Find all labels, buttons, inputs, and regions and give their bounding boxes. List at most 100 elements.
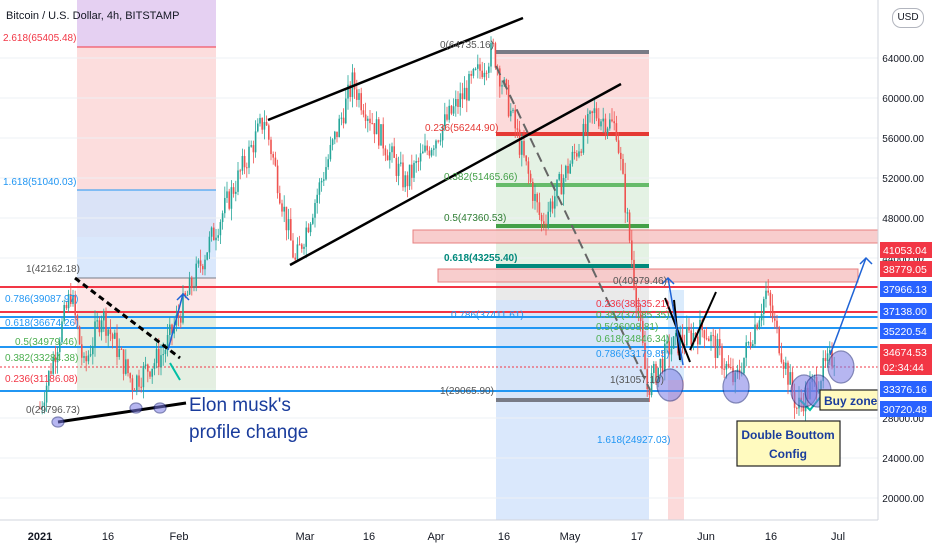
candle-body <box>600 121 602 127</box>
candle-body <box>609 119 611 129</box>
candle-body <box>237 170 239 192</box>
candle-body <box>463 87 466 100</box>
candle-body <box>411 164 413 178</box>
candle-body <box>455 99 457 107</box>
candle-body <box>210 227 213 237</box>
candle-body <box>87 355 90 362</box>
candle-body <box>395 157 398 176</box>
candle-body <box>131 378 134 391</box>
candle-body <box>536 193 538 203</box>
touch-circle <box>51 416 65 428</box>
candle-body <box>461 93 464 100</box>
candle-body <box>111 334 114 339</box>
candle-body <box>754 324 756 345</box>
touch-circle <box>722 370 750 404</box>
candle-body <box>116 332 118 357</box>
candle-body <box>655 363 657 384</box>
candle-body <box>448 105 450 120</box>
x-tick-label: 17 <box>631 531 643 543</box>
candle-body <box>719 339 721 347</box>
candle-body <box>679 334 681 354</box>
y-tick-label: 20000.00 <box>882 494 924 505</box>
candle-body <box>507 84 510 117</box>
fib-zone <box>668 380 684 532</box>
fib-label: 1.618(51040.03) <box>3 177 76 188</box>
candle-body <box>39 408 41 409</box>
candle-body <box>470 73 472 76</box>
currency-button[interactable]: USD <box>892 8 924 28</box>
candle-body <box>204 259 206 270</box>
fib-label: 0.786(39087.97) <box>5 294 78 305</box>
candle-body <box>446 114 448 120</box>
candle-body <box>554 196 556 209</box>
fib-label: 0.5(47360.53) <box>444 213 506 224</box>
candle-body <box>136 375 138 391</box>
candle-body <box>371 123 373 125</box>
candle-body <box>144 364 147 367</box>
price-tag <box>880 381 932 397</box>
candle-body <box>523 141 525 156</box>
candle-body <box>155 348 158 364</box>
candle-body <box>164 349 167 355</box>
candle-body <box>501 85 503 87</box>
candle-body <box>281 203 283 212</box>
candle-body <box>710 335 712 342</box>
annotation-double-bottom: Double Bouttom <box>741 428 834 442</box>
candle-body <box>694 332 697 337</box>
candle-body <box>259 117 261 124</box>
candle-body <box>578 151 580 157</box>
annotation-box <box>736 420 841 467</box>
candle-body <box>208 236 211 253</box>
candle-body <box>492 42 494 44</box>
candle-body <box>527 161 530 174</box>
candle-body <box>109 329 112 335</box>
candle-body <box>353 72 356 90</box>
candle-body <box>199 260 202 266</box>
candle-body <box>369 118 371 124</box>
price-tag <box>880 344 932 360</box>
annotation-double-bottom: Config <box>769 447 807 461</box>
candle-body <box>162 354 164 356</box>
candle-body <box>617 140 620 153</box>
candle-body <box>518 129 521 155</box>
candle-body <box>338 118 340 138</box>
candle-body <box>63 305 65 322</box>
candle-body <box>85 356 87 362</box>
candle-body <box>118 348 120 357</box>
candle-body <box>347 84 349 99</box>
candle-body <box>417 161 420 163</box>
projection-arrow <box>829 257 867 356</box>
candle-body <box>435 140 437 149</box>
price-tag-label: 37966.13 <box>883 284 927 296</box>
candle-body <box>591 111 593 114</box>
candle-body <box>631 240 633 260</box>
candle-body <box>521 141 523 155</box>
price-tag <box>880 242 932 258</box>
candle-body <box>549 201 552 212</box>
candle-body <box>532 181 534 201</box>
candle-body <box>683 344 686 346</box>
fib-zone <box>77 310 216 390</box>
candle-body <box>763 299 765 315</box>
candle-body <box>725 363 728 370</box>
candle-body <box>765 290 767 300</box>
candle-body <box>661 358 664 372</box>
y-tick-label: 28000.00 <box>882 414 924 425</box>
candle-body <box>433 148 435 150</box>
candle-body <box>439 140 442 142</box>
price-tag-label: 02:34:44 <box>883 362 924 374</box>
candle-body <box>747 342 750 344</box>
candle-body <box>250 145 252 147</box>
touch-circle <box>129 402 143 414</box>
x-tick-label: Mar <box>296 531 315 543</box>
candle-body <box>756 324 758 329</box>
candle-body <box>714 335 717 358</box>
candle-body <box>593 108 596 114</box>
x-tick-label: May <box>560 531 581 543</box>
candle-body <box>290 219 292 241</box>
y-tick-label: 24000.00 <box>882 454 924 465</box>
candle-body <box>202 265 204 270</box>
fib-label: 0.236(56244.90) <box>425 123 498 134</box>
